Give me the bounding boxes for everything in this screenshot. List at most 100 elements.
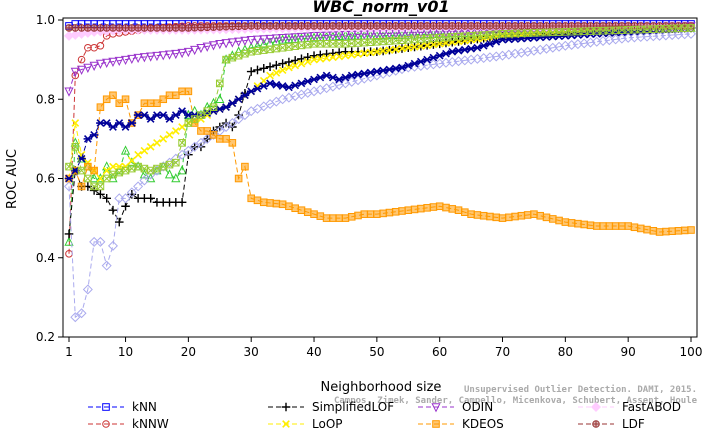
data-point (643, 225, 651, 234)
data-point (410, 22, 419, 30)
data-point (215, 93, 225, 104)
data-point (102, 58, 112, 69)
x-axis-label: Neighborhood size (321, 380, 442, 395)
data-point (283, 92, 294, 103)
data-point (228, 99, 237, 108)
data-point (322, 22, 331, 30)
data-point (82, 284, 93, 295)
data-point (284, 33, 294, 43)
x-tick-label: 70 (495, 345, 510, 359)
data-point (379, 37, 387, 46)
data-point (555, 216, 563, 225)
data-point (432, 420, 440, 428)
data-point (196, 43, 206, 54)
data-point (391, 22, 400, 30)
y-tick-label: 0.4 (36, 251, 55, 265)
data-point (548, 215, 557, 223)
data-point (234, 95, 243, 104)
chart-title: WBC_norm_v01 (312, 0, 449, 16)
data-point (618, 222, 626, 230)
data-point (139, 175, 150, 186)
legend-label: SimplifiedLOF (312, 400, 394, 414)
data-point (209, 103, 218, 111)
data-point (178, 139, 186, 147)
data-point (172, 24, 180, 32)
data-point (240, 36, 250, 47)
data-point (259, 39, 269, 49)
data-point (140, 146, 149, 155)
data-point (233, 114, 244, 125)
data-point (423, 41, 431, 50)
data-point (611, 222, 620, 230)
data-point (290, 91, 301, 102)
data-point (77, 182, 86, 191)
data-point (278, 34, 288, 44)
data-point (574, 219, 582, 228)
data-point (303, 57, 312, 66)
data-point (253, 22, 262, 30)
data-point (296, 89, 307, 100)
data-point (291, 204, 299, 213)
legend-item-knn: kNN (88, 400, 157, 414)
data-point (542, 22, 551, 30)
data-point (281, 402, 291, 412)
data-point (89, 131, 99, 139)
data-point (410, 43, 419, 51)
data-point (128, 24, 136, 32)
data-point (241, 49, 249, 58)
data-point (266, 199, 274, 207)
data-point (592, 222, 601, 230)
data-point (133, 53, 143, 64)
data-point (624, 222, 632, 230)
data-point (372, 47, 381, 56)
data-point (134, 150, 142, 159)
data-point (126, 187, 137, 198)
data-point (222, 135, 230, 143)
data-point (90, 24, 98, 32)
legend-item-fastabod: FastABOD (578, 400, 681, 414)
data-point (102, 24, 111, 32)
data-point (139, 53, 150, 63)
data-point (89, 186, 99, 195)
data-point (315, 84, 326, 95)
data-point (172, 158, 180, 167)
data-point (391, 207, 400, 216)
data-point (302, 87, 313, 98)
x-tick-label: 50 (369, 345, 384, 359)
data-point (221, 103, 231, 112)
data-point (366, 48, 375, 57)
data-point (153, 138, 161, 147)
x-tick-label: 100 (680, 345, 702, 359)
data-point (171, 111, 181, 119)
data-point (159, 95, 168, 104)
data-point (309, 86, 320, 97)
data-point (272, 68, 281, 77)
data-point (177, 165, 187, 175)
legend-item-odin: ODIN (418, 400, 493, 414)
data-point (467, 210, 475, 218)
data-point (265, 34, 275, 45)
data-point (303, 208, 312, 216)
data-point (590, 401, 602, 413)
data-point (96, 182, 105, 191)
data-point (64, 229, 74, 239)
data-point (272, 22, 281, 30)
data-point (107, 240, 118, 251)
data-point (297, 22, 306, 30)
data-point (442, 22, 450, 30)
data-point (360, 22, 369, 30)
data-point (542, 213, 551, 222)
data-point (530, 210, 538, 218)
data-point (297, 59, 306, 68)
data-point (109, 24, 117, 32)
data-point (322, 214, 331, 222)
data-point (184, 24, 193, 32)
data-point (70, 312, 81, 323)
data-point (164, 169, 175, 179)
data-point (354, 22, 362, 30)
data-point (284, 57, 294, 67)
data-point (636, 224, 645, 233)
data-point (183, 47, 193, 58)
data-point (359, 69, 369, 78)
data-point (227, 118, 238, 129)
